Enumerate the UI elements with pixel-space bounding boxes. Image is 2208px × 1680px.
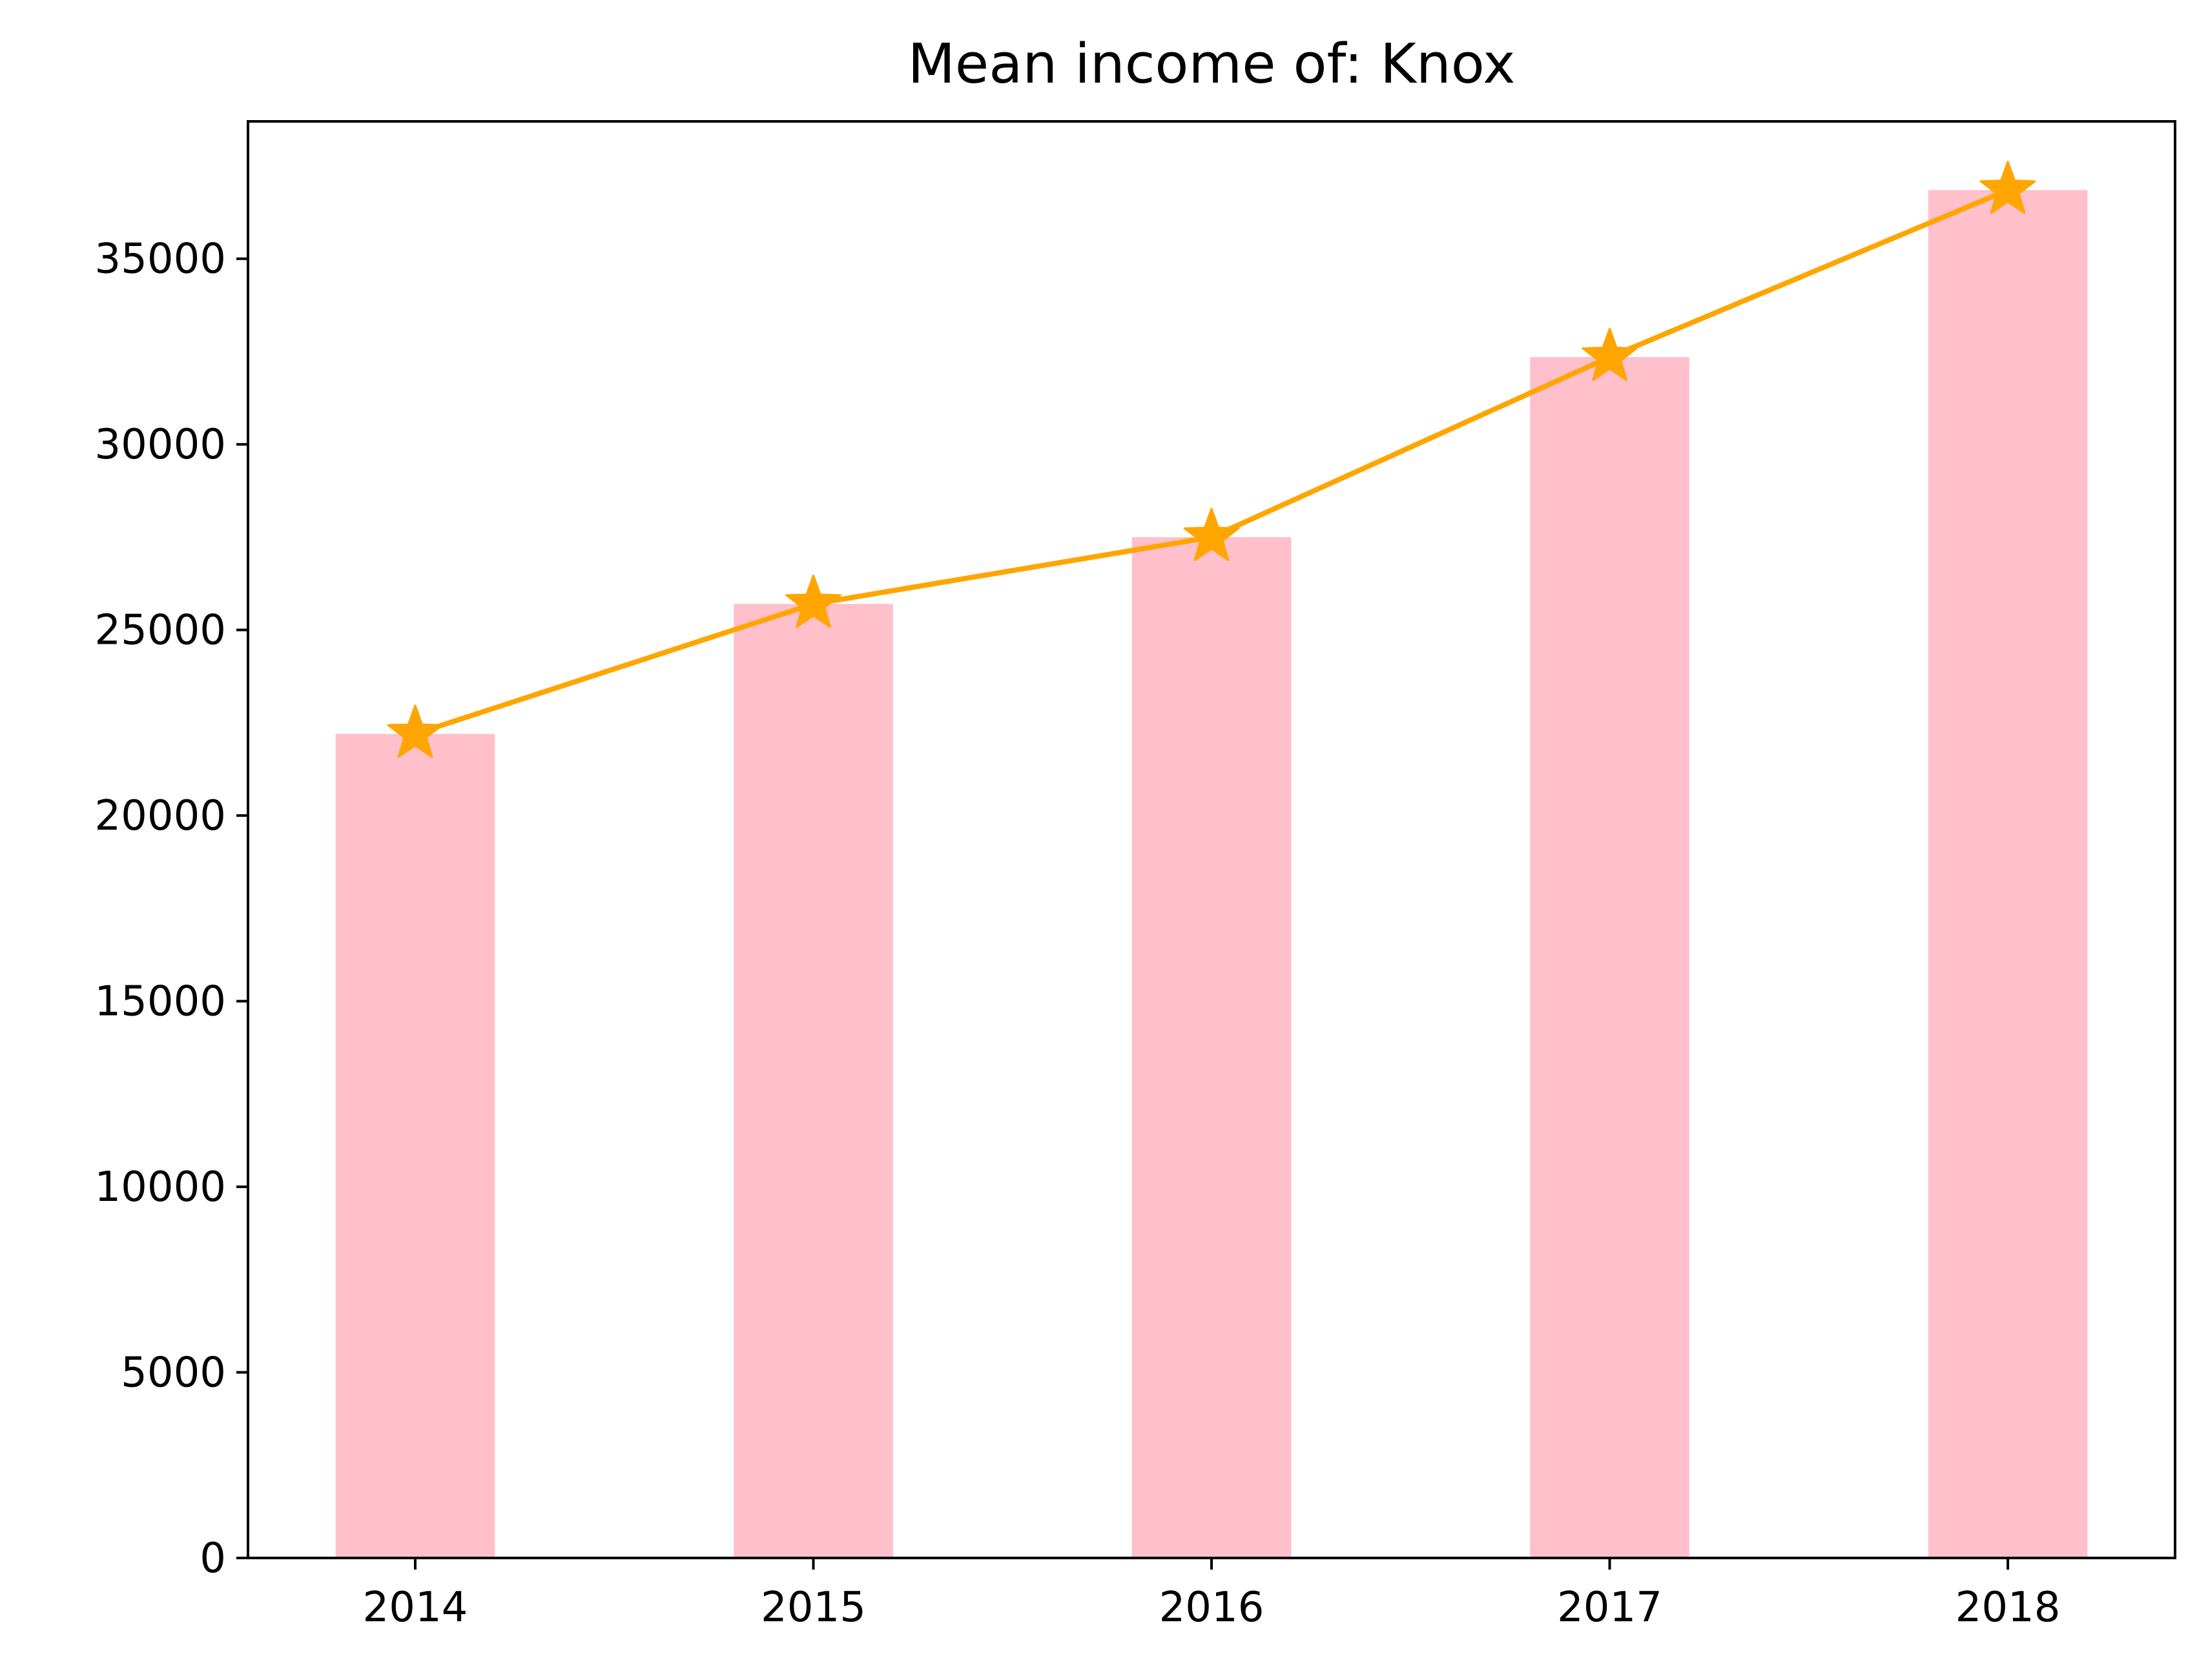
axes-layer: 0 5000 10000 15000 20000 25000 30000 35000 2014 2… [94, 120, 2176, 1632]
x-tick-label: 2014 [363, 1584, 468, 1632]
star-marker-2016 [1183, 507, 1240, 562]
y-tick-label: 5000 [121, 1349, 226, 1397]
bar-2016 [1131, 537, 1292, 1558]
line-layer [387, 160, 2036, 758]
y-tick-label: 0 [200, 1535, 226, 1583]
chart-title: Mean income of: Knox [908, 32, 1516, 96]
x-tick-label: 2016 [1159, 1584, 1264, 1632]
star-marker-2018 [1979, 160, 2036, 214]
y-tick-label: 30000 [94, 421, 226, 469]
star-marker-2015 [785, 574, 841, 628]
x-tick-label: 2015 [761, 1584, 866, 1632]
y-tick-label: 20000 [94, 792, 226, 840]
bar-2014 [335, 733, 495, 1558]
bar-2017 [1530, 357, 1689, 1558]
star-marker-2017 [1582, 327, 1638, 382]
y-tick-label: 10000 [94, 1163, 226, 1211]
x-tick-label: 2018 [1955, 1584, 2061, 1632]
x-tick-label: 2017 [1557, 1584, 1662, 1632]
y-tick-label: 15000 [94, 978, 226, 1026]
star-marker-2014 [387, 704, 444, 758]
bars-layer [335, 190, 2088, 1558]
bar-2015 [734, 604, 893, 1558]
y-tick-label: 25000 [94, 607, 226, 655]
y-tick-label: 35000 [94, 236, 226, 283]
bar-2018 [1928, 190, 2088, 1558]
